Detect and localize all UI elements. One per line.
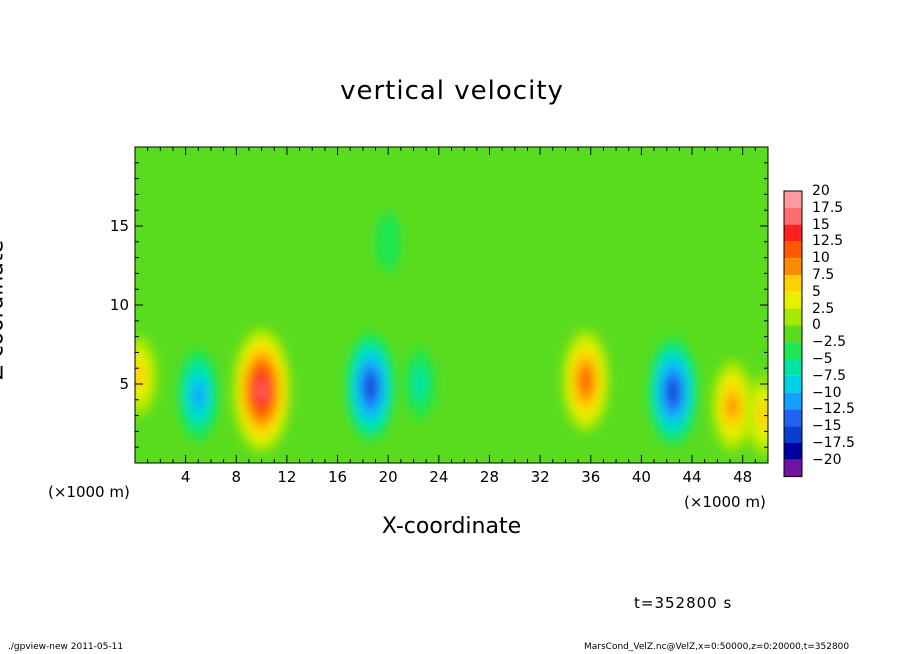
heatmap-cell: [711, 360, 754, 453]
axis-ticks: [135, 147, 768, 463]
heatmap-contour: [375, 212, 401, 272]
colorbar-label: 15: [812, 216, 830, 233]
heatmap-contour: [580, 370, 591, 392]
colorbar-label: −12.5: [812, 401, 855, 418]
colorbar-swatch: [784, 459, 802, 477]
heatmap-contour: [727, 394, 738, 418]
x-tick-label: 20: [378, 468, 398, 486]
colorbar-label: 10: [812, 250, 830, 267]
colorbar-label: 5: [812, 283, 821, 300]
x-axis-unit-left: (×1000 m): [48, 483, 130, 501]
heatmap-features: [135, 212, 768, 457]
colorbar-swatch: [784, 392, 802, 410]
x-tick-label: 36: [581, 468, 601, 486]
heatmap-cell: [375, 212, 401, 272]
heatmap-contour: [412, 366, 428, 402]
heatmap-contour: [758, 402, 768, 430]
x-tick-label: 32: [530, 468, 550, 486]
colorbar-swatch: [784, 207, 802, 225]
colorbar-swatch: [784, 258, 802, 275]
x-tick-label: 8: [231, 468, 242, 486]
y-axis-label: Z-coordinate: [0, 240, 9, 380]
colorbar-swatch: [784, 241, 802, 259]
x-tick-label: 16: [328, 468, 348, 486]
colorbar-label: −10: [812, 384, 842, 401]
y-tick-label: 10: [109, 296, 129, 314]
colorbar-label: −7.5: [812, 367, 846, 384]
colorbar-swatch: [784, 443, 802, 460]
y-tick-label: 5: [119, 375, 129, 393]
colorbar-label: −17.5: [812, 435, 855, 451]
colorbar-label: −2.5: [812, 334, 846, 351]
heatmap-cell: [745, 375, 768, 457]
time-label: t=352800 s: [634, 594, 733, 612]
colorbar-swatch: [784, 308, 802, 326]
colorbar-frame: [783, 190, 803, 478]
colorbar-swatch: [784, 325, 802, 343]
x-tick-label: 24: [429, 468, 449, 486]
colorbar-swatch: [784, 375, 802, 393]
y-tick-label: 15: [109, 217, 129, 235]
heatmap-cell: [404, 349, 436, 419]
footer-data-source: MarsCond_VelZ.nc@VelZ,x=0:50000,z=0:2000…: [584, 642, 850, 652]
x-tick-label: 12: [277, 468, 297, 486]
colorbar-swatch: [784, 191, 802, 208]
colorbar-label: 12.5: [812, 233, 844, 250]
x-axis-unit-right: (×1000 m): [684, 493, 766, 511]
x-tick-label: 44: [682, 468, 702, 486]
colorbar-label: −20: [812, 451, 842, 468]
colorbar-swatch: [784, 224, 802, 242]
colorbar-label: 20: [812, 183, 830, 199]
colorbar-label: 2.5: [812, 300, 835, 317]
heatmap-plot-area: [135, 147, 768, 463]
heatmap-cell: [345, 332, 396, 442]
colorbar-label: 0: [812, 317, 821, 334]
heatmap-contour: [668, 382, 678, 402]
colorbar-label: 7.5: [812, 267, 835, 283]
heatmap-contour: [193, 383, 204, 407]
colorbar-label: 17.5: [812, 199, 844, 216]
x-tick-label: 4: [180, 468, 191, 486]
heatmap-cell: [647, 337, 699, 447]
colorbar-swatch: [784, 409, 802, 427]
heatmap-cell: [561, 329, 610, 433]
footer-program-date: ./gpview-new 2011-05-11: [8, 642, 124, 652]
chart-title: vertical velocity: [340, 76, 564, 106]
x-tick-label: 28: [479, 468, 500, 486]
colorbar-label: −5: [812, 351, 833, 367]
heatmap-cell: [135, 335, 158, 417]
colorbar-swatch: [784, 291, 802, 309]
heatmap-cell: [232, 327, 291, 453]
heatmap-contour: [366, 378, 375, 397]
colorbar-swatch: [784, 275, 802, 292]
colorbar-swatch: [784, 342, 802, 359]
colorbar-label: −15: [812, 418, 842, 435]
x-tick-label: 48: [733, 468, 753, 486]
x-axis-label: X-coordinate: [381, 514, 522, 539]
colorbar-swatch: [784, 359, 802, 376]
heatmap-contour: [257, 381, 266, 400]
heatmap-cell: [177, 349, 220, 442]
colorbar-swatch: [784, 426, 802, 443]
colorbar: [783, 190, 803, 478]
x-tick-label: 40: [631, 468, 651, 486]
heatmap-contour: [135, 362, 145, 390]
